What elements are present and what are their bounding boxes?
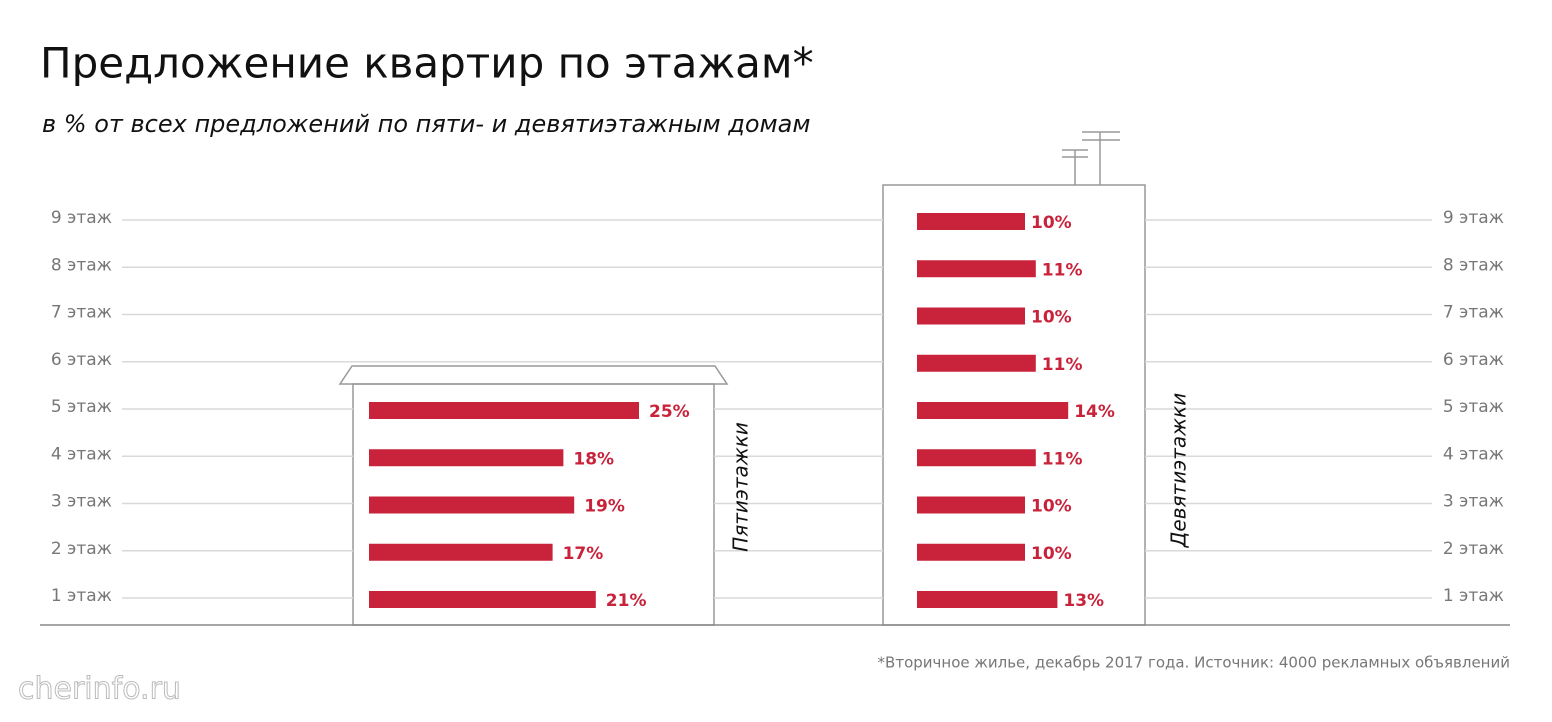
series-label: Пятиэтажки [729, 422, 753, 552]
value-label: 10% [1031, 497, 1072, 517]
floor-label: 4 этаж [1443, 444, 1504, 464]
bar [917, 449, 1036, 467]
floor-label: 1 этаж [51, 586, 112, 606]
value-label: 19% [584, 497, 625, 517]
floor-label: 7 этаж [1443, 303, 1504, 323]
floor-label: 6 этаж [1443, 350, 1504, 370]
floor-label: 4 этаж [51, 444, 112, 464]
footnote: *Вторичное жилье, декабрь 2017 года. Ист… [878, 654, 1510, 672]
value-label: 10% [1031, 308, 1072, 328]
value-label: 10% [1031, 544, 1072, 564]
floor-label: 3 этаж [51, 492, 112, 512]
floor-label: 8 этаж [1443, 255, 1504, 275]
bar [917, 591, 1058, 608]
floor-label: 2 этаж [1443, 539, 1504, 559]
antenna [1062, 131, 1120, 185]
value-label: 17% [563, 544, 604, 564]
value-label: 13% [1063, 591, 1104, 611]
floor-label: 6 этаж [51, 350, 112, 370]
bar [917, 354, 1036, 372]
bar [917, 496, 1025, 514]
chart-subtitle: в % от всех предложений по пяти- и девят… [42, 110, 810, 138]
floor-label: 9 этаж [51, 208, 112, 228]
building-roof [338, 365, 729, 385]
bar [369, 591, 596, 608]
value-label: 11% [1042, 260, 1083, 280]
value-label: 11% [1042, 449, 1083, 469]
floor-label: 1 этаж [1443, 586, 1504, 606]
floor-label: 8 этаж [51, 255, 112, 275]
bar [369, 449, 564, 467]
bar [917, 543, 1025, 561]
watermark: cherinfo.ru [18, 672, 181, 707]
floor-label: 9 этаж [1443, 208, 1504, 228]
series-label: Девятиэтажки [1167, 393, 1191, 548]
value-label: 18% [573, 449, 614, 469]
bar [917, 213, 1025, 230]
value-label: 21% [606, 591, 647, 611]
bar [369, 543, 553, 561]
chart-title: Предложение квартир по этажам* [40, 39, 814, 88]
bar [917, 307, 1025, 325]
floor-label: 3 этаж [1443, 492, 1504, 512]
value-label: 14% [1074, 402, 1115, 422]
bar [369, 496, 575, 514]
bar [917, 260, 1036, 278]
floor-label: 5 этаж [51, 397, 112, 417]
value-label: 11% [1042, 355, 1083, 375]
value-label: 25% [649, 402, 690, 422]
floor-label: 5 этаж [1443, 397, 1504, 417]
value-label: 10% [1031, 213, 1072, 233]
bar [369, 402, 639, 419]
bar [917, 402, 1069, 419]
floor-label: 7 этаж [51, 303, 112, 323]
floor-label: 2 этаж [51, 539, 112, 559]
